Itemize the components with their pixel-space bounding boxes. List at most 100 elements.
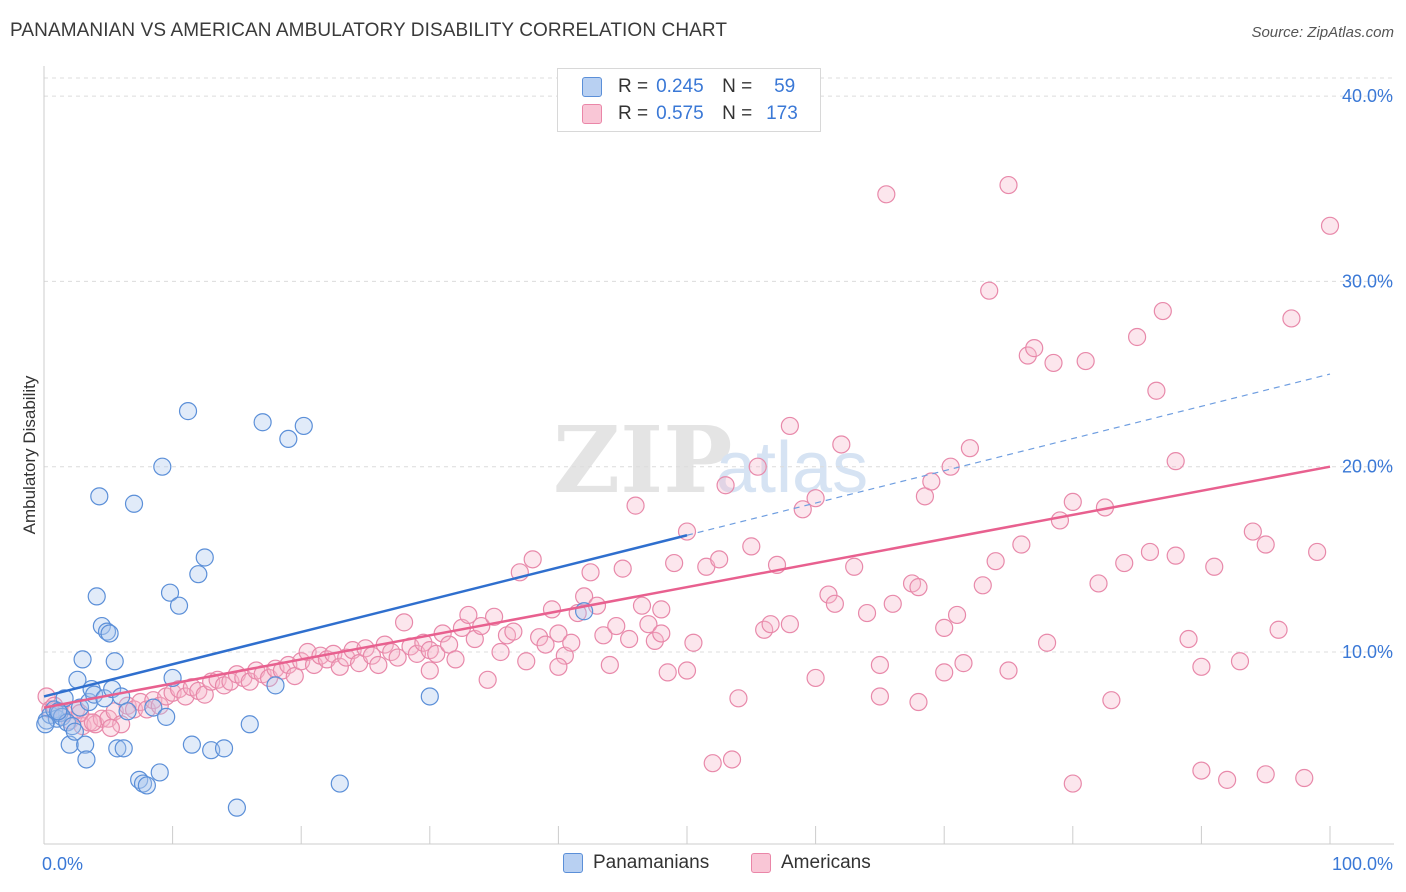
american-point [101,718,120,738]
american-point [459,605,478,625]
legend-n-value: 59 [774,76,796,97]
panamanian-point [150,763,169,782]
legend-n-label: N = [722,76,753,97]
american-point [703,754,722,773]
panamanian-point [195,548,214,567]
y-tick-label: 30.0% [1342,271,1393,291]
american-point [549,657,568,676]
american-point [1256,535,1275,554]
panamanian-point [153,457,172,476]
american-point [562,633,581,652]
american-point [1063,774,1082,793]
american-point [1050,511,1070,530]
american-point [1127,327,1147,347]
american-point [1295,768,1314,788]
american-point [1230,652,1250,671]
legend-swatch-pink [582,104,602,124]
american-point [870,655,890,675]
american-point [947,605,967,625]
american-point [935,618,954,638]
legend-r-value: 0.245 [656,76,704,97]
american-point [607,616,626,636]
american-point [832,435,851,454]
american-point [394,613,414,632]
stats-legend: R = 0.245 N = 59 R = 0.575 N = 173 [557,68,821,132]
panamanian-point [189,565,208,584]
american-point [922,472,941,491]
american-point [1018,346,1037,365]
american-point [1166,452,1185,471]
series-legend-americans[interactable]: Americans [751,852,871,874]
american-point [491,642,510,662]
american-point [330,657,349,676]
panamanian-point [118,702,137,721]
panamanian-point [214,739,234,758]
american-point [999,175,1018,195]
series-legend-panamanians[interactable]: Panamanians [563,852,709,874]
american-point [626,496,645,515]
american-point [761,615,780,634]
american-point [722,750,742,769]
panamanian-point [330,774,349,793]
american-point [1166,546,1185,565]
american-point [1320,216,1340,235]
american-point [1063,492,1082,512]
american-point [420,661,439,680]
american-point [632,596,652,615]
x-tick-label-min: 0.0% [42,854,83,874]
panamanian-point [100,624,119,643]
american-point [485,607,504,626]
american-point [780,416,799,436]
american-point [954,654,973,673]
legend-r-label: R = [618,103,649,124]
american-point [639,615,658,634]
american-point [594,626,613,645]
american-point [523,550,542,569]
chart-source: Source: ZipAtlas.com [1251,24,1394,41]
panamanians-trend-line [43,534,688,698]
panamanian-point [144,698,163,717]
y-tick-label: 40.0% [1342,86,1393,106]
panamanian-point [36,715,55,734]
panamanian-point [279,429,298,449]
american-point [1076,351,1095,371]
panamanian-point [137,776,156,795]
chart-title: PANAMANIAN VS AMERICAN AMBULATORY DISABI… [10,20,728,41]
american-point [999,661,1018,680]
american-point [1205,557,1224,576]
american-point [645,631,664,650]
x-tick-label-max: 100.0% [1332,854,1393,874]
legend-row-panamanians: R = 0.245 N = 59 [582,75,795,99]
american-point [124,700,144,719]
american-point [600,655,619,675]
panamanian-point [87,587,106,606]
american-point [517,652,536,671]
american-point [369,655,388,675]
american-point [780,615,799,634]
american-point [1269,620,1288,639]
legend-n-label: N = [722,103,753,124]
american-point [1153,301,1172,321]
panamanian-point [49,702,68,721]
panamanian-point [160,583,180,602]
panamanian-point [266,676,285,695]
series-legend-label: Panamanians [593,852,710,873]
american-point [1179,629,1198,649]
legend-swatch-blue [582,77,602,97]
legend-swatch-pink [751,853,771,873]
panamanian-point [76,735,95,754]
panamanian-point [90,487,109,506]
panamanian-point [65,722,84,741]
american-point [716,476,735,495]
american-point [742,537,761,556]
american-point [549,624,568,643]
panamanian-point [114,739,133,758]
american-point [1025,339,1044,358]
american-point [1012,535,1031,554]
legend-swatch-blue [563,853,583,873]
american-point [652,624,671,643]
american-point [980,281,999,300]
series-legend: Panamanians Americans [0,852,1406,878]
american-point [677,661,697,680]
panamanian-point [169,596,189,615]
